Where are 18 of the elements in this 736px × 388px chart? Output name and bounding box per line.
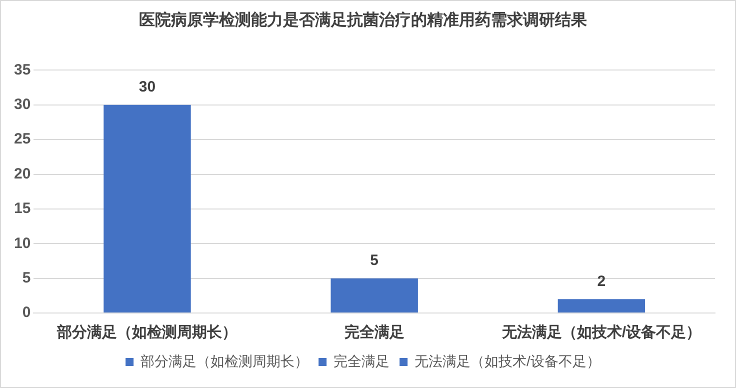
y-tick-label: 25 [14,130,31,148]
chart-title: 医院病原学检测能力是否满足抗菌治疗的精准用药需求调研结果 [139,11,588,30]
legend-label: 部分满足（如检测周期长） [140,352,309,369]
data-label: 30 [138,78,156,96]
x-tick-label: 无法满足（如技术/设备不足） [500,324,702,342]
data-label: 5 [370,252,379,269]
data-label: 2 [597,272,606,290]
y-tick-label: 20 [14,165,31,182]
x-tick-label: 部分满足（如检测周期长） [56,323,238,342]
y-tick-label: 15 [14,200,31,218]
legend-label: 完全满足 [334,352,390,369]
y-tick-label: 35 [14,61,31,78]
y-tick-label: 5 [22,269,31,286]
y-tick-label: 10 [14,234,31,252]
x-tick-label: 完全满足 [344,323,404,342]
legend-label: 无法满足（如技术/设备不足） [414,352,600,369]
y-tick-label: 30 [14,96,31,114]
y-tick-label: 0 [22,304,31,322]
